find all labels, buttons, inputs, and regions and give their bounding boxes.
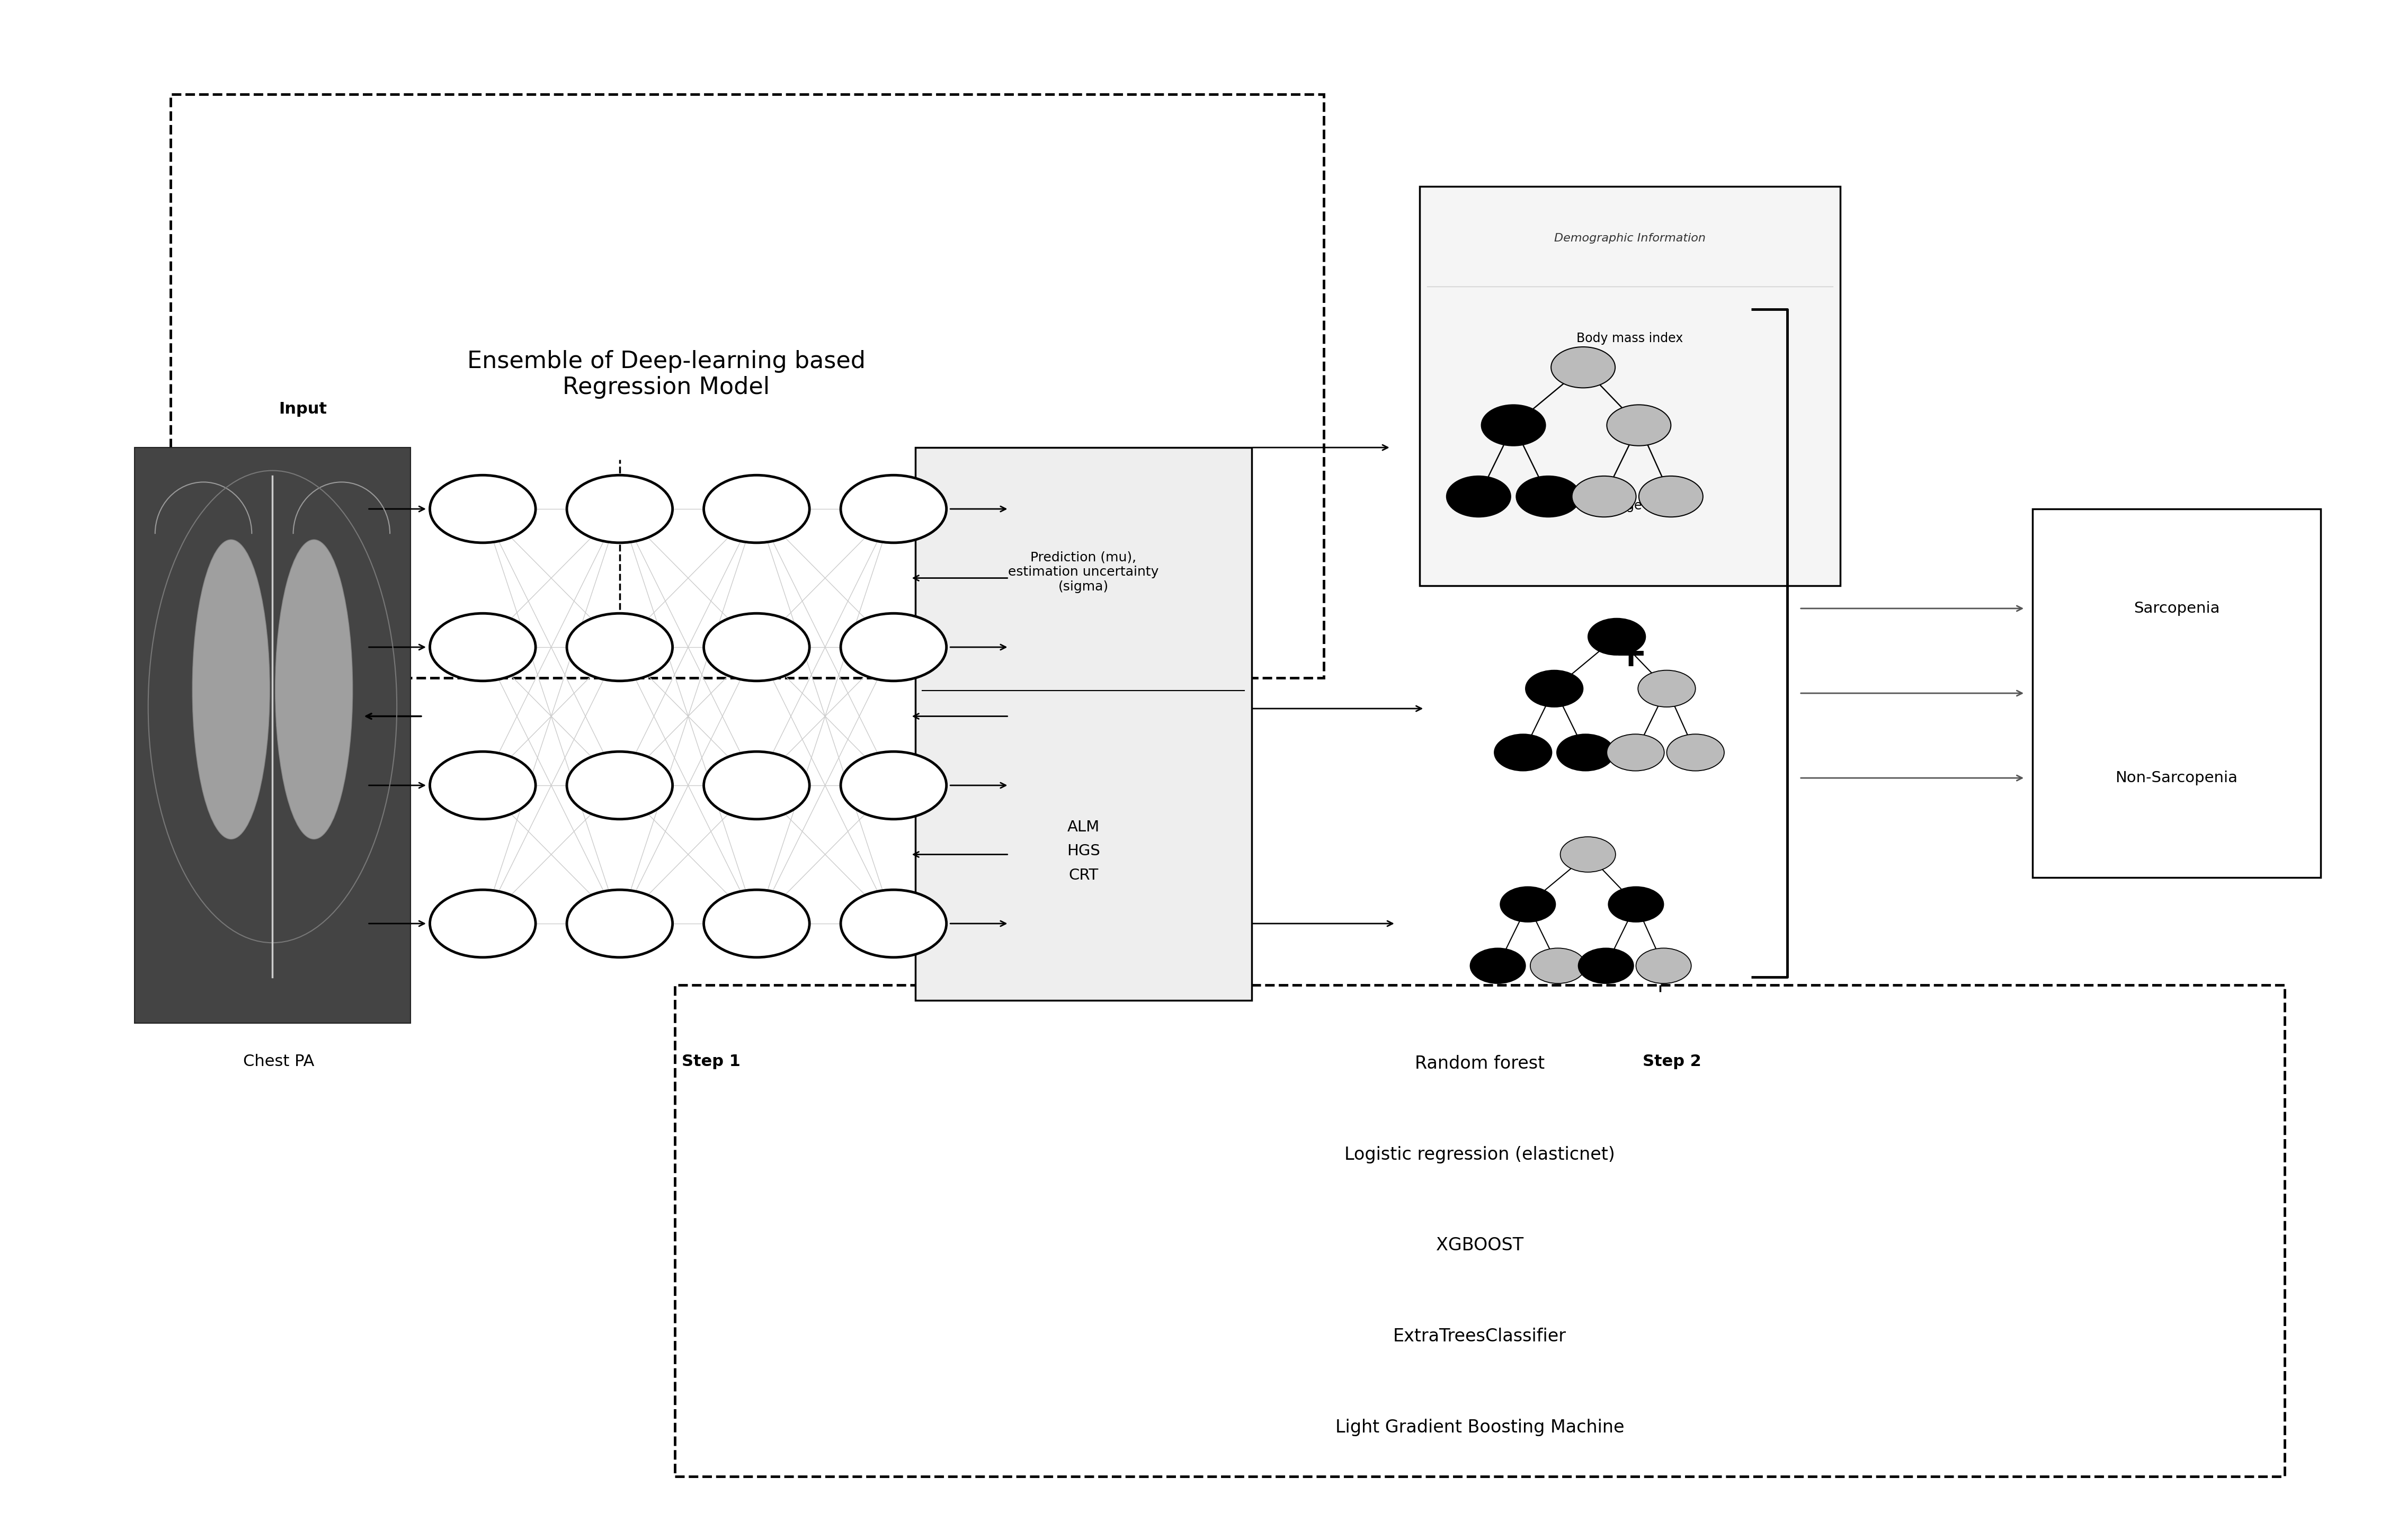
Circle shape	[1560, 836, 1615, 872]
Bar	[915, 448, 1252, 1001]
Text: ExtraTreesClassifier: ExtraTreesClassifier	[1394, 1327, 1567, 1344]
Circle shape	[1637, 949, 1692, 984]
Text: Non-Sarcopenia: Non-Sarcopenia	[2116, 770, 2239, 785]
Text: Random forest: Random forest	[1415, 1055, 1545, 1072]
Circle shape	[1666, 735, 1723, 772]
Text: Age: Age	[1618, 499, 1642, 513]
Circle shape	[431, 476, 537, 542]
Circle shape	[1500, 887, 1555, 922]
Circle shape	[431, 752, 537, 819]
Circle shape	[566, 476, 672, 542]
Circle shape	[840, 476, 946, 542]
Text: Input: Input	[279, 402, 327, 417]
Text: Sarcopenia: Sarcopenia	[2133, 601, 2219, 616]
Circle shape	[1550, 347, 1615, 388]
Text: Sex: Sex	[1618, 416, 1642, 428]
Circle shape	[840, 890, 946, 958]
Circle shape	[1572, 476, 1637, 517]
Circle shape	[1608, 405, 1670, 445]
Circle shape	[566, 752, 672, 819]
Text: Step 1: Step 1	[681, 1053, 741, 1069]
Ellipse shape	[274, 539, 351, 839]
Circle shape	[1480, 405, 1545, 445]
Bar	[135, 448, 412, 1024]
Ellipse shape	[193, 539, 270, 839]
Circle shape	[703, 752, 809, 819]
Text: Light Gradient Boosting Machine: Light Gradient Boosting Machine	[1336, 1418, 1625, 1435]
Bar	[171, 94, 1324, 678]
Circle shape	[1531, 949, 1586, 984]
Text: Body mass index: Body mass index	[1577, 331, 1682, 345]
Circle shape	[1608, 735, 1663, 772]
Bar	[2032, 508, 2320, 878]
Circle shape	[1639, 476, 1702, 517]
Text: Step 2: Step 2	[1642, 1053, 1702, 1069]
Circle shape	[1557, 735, 1615, 772]
Circle shape	[1579, 949, 1634, 984]
Bar	[1420, 186, 1841, 585]
Circle shape	[566, 613, 672, 681]
Circle shape	[703, 476, 809, 542]
Text: +: +	[1615, 634, 1649, 675]
Circle shape	[431, 890, 537, 958]
Circle shape	[1516, 476, 1581, 517]
Circle shape	[1639, 670, 1695, 707]
Circle shape	[431, 613, 537, 681]
Circle shape	[840, 613, 946, 681]
Text: Prediction (mu),
estimation uncertainty
(sigma): Prediction (mu), estimation uncertainty …	[1009, 551, 1158, 593]
Circle shape	[703, 613, 809, 681]
Text: Chest PA: Chest PA	[243, 1053, 313, 1069]
Text: Demographic Information: Demographic Information	[1555, 233, 1707, 243]
Circle shape	[566, 890, 672, 958]
Circle shape	[1447, 476, 1512, 517]
Text: Logistic regression (elasticnet): Logistic regression (elasticnet)	[1346, 1146, 1615, 1163]
Circle shape	[1495, 735, 1553, 772]
Text: Ensemble of Deep-learning based
Regression Model: Ensemble of Deep-learning based Regressi…	[467, 350, 867, 399]
Circle shape	[1471, 949, 1526, 984]
Circle shape	[1608, 887, 1663, 922]
Circle shape	[840, 752, 946, 819]
Text: ALM
HGS
CRT: ALM HGS CRT	[1066, 819, 1100, 882]
Circle shape	[703, 890, 809, 958]
Circle shape	[1589, 619, 1646, 655]
Circle shape	[1526, 670, 1584, 707]
Text: XGBOOST: XGBOOST	[1437, 1237, 1524, 1254]
Bar	[674, 986, 2284, 1477]
